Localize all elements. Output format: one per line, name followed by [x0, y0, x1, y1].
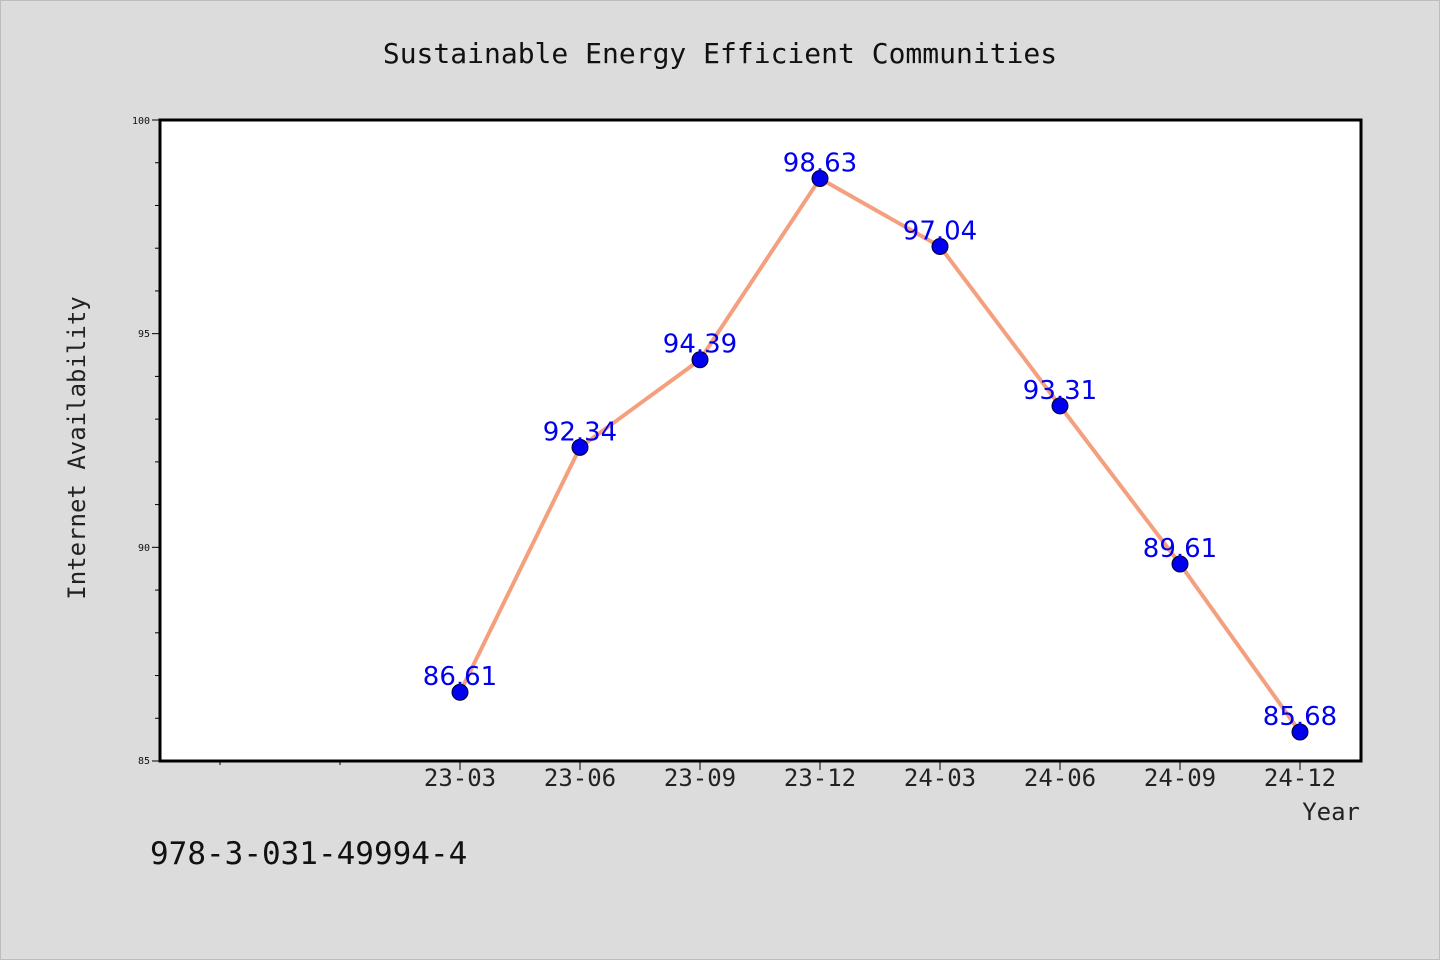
- y-tick-label: 95: [138, 329, 150, 340]
- x-tick-label: 23-06: [544, 764, 616, 792]
- data-label: 98.63: [783, 149, 857, 179]
- x-tick-label: 24-06: [1024, 764, 1096, 792]
- x-tick-label: 23-03: [424, 764, 496, 792]
- chart-title: Sustainable Energy Efficient Communities: [383, 37, 1057, 70]
- data-point: [1171, 555, 1189, 573]
- data-label: 97.04: [903, 216, 977, 246]
- series-line: [458, 176, 1302, 734]
- x-tick-label: 24-12: [1264, 764, 1336, 792]
- x-tick-label: 24-03: [904, 764, 976, 792]
- data-point: [811, 170, 829, 188]
- x-tick-label: 24-09: [1144, 764, 1216, 792]
- data-label: 92.34: [543, 417, 617, 447]
- y-axis-label: Internet Availability: [63, 296, 91, 599]
- data-label: 85.68: [1263, 702, 1337, 732]
- y-tick-label: 100: [132, 116, 150, 127]
- y-axis-ticks: [152, 119, 160, 762]
- footer-isbn: 978-3-031-49994-4: [150, 836, 467, 872]
- data-label: 86.61: [423, 662, 497, 692]
- series-layer: 86.61 92.34 94.39 98.63 97.04 93.31 89.61 85.68: [423, 149, 1337, 741]
- data-point: [451, 683, 469, 701]
- x-axis-label: Year: [1302, 798, 1360, 826]
- x-tick-label: 23-12: [784, 764, 856, 792]
- data-label: 94.39: [663, 330, 737, 360]
- plot-area: [158, 118, 1363, 763]
- x-tick-label: 23-09: [664, 764, 736, 792]
- data-point: [1051, 397, 1069, 415]
- data-point: [1291, 723, 1309, 741]
- data-point: [571, 438, 589, 456]
- data-label: 93.31: [1023, 376, 1097, 406]
- y-tick-label: 90: [138, 543, 150, 554]
- data-point: [931, 237, 949, 255]
- x-axis-ticks: [219, 761, 1301, 770]
- data-label: 89.61: [1143, 534, 1217, 564]
- y-tick-label: 85: [138, 756, 150, 767]
- data-point: [691, 351, 709, 369]
